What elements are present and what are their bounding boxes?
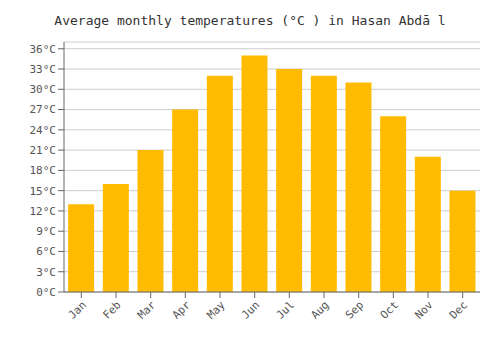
svg-text:Jan: Jan: [66, 298, 89, 321]
svg-text:Feb: Feb: [100, 298, 123, 321]
svg-text:Jul: Jul: [274, 298, 297, 321]
svg-text:33°C: 33°C: [30, 63, 57, 76]
svg-text:Nov: Nov: [412, 298, 436, 322]
svg-text:3°C: 3°C: [36, 266, 56, 279]
html-text:Average monthly temperatures (: Average monthly temperatures (°C ) in Ha…: [54, 13, 446, 28]
svg-text:24°C: 24°C: [30, 124, 57, 137]
svg-text:15°C: 15°C: [30, 185, 57, 198]
svg-text:27°C: 27°C: [30, 103, 57, 116]
svg-text:21°C: 21°C: [30, 144, 57, 157]
svg-text:Mar: Mar: [135, 298, 159, 322]
svg-text:12°C: 12°C: [30, 205, 57, 218]
svg-text:Sep: Sep: [343, 298, 366, 321]
svg-text:9°C: 9°C: [36, 225, 56, 238]
svg-text:May: May: [204, 298, 228, 322]
svg-text:Dec: Dec: [447, 298, 470, 321]
svg-text:Jun: Jun: [239, 298, 262, 321]
svg-text:6°C: 6°C: [36, 245, 56, 258]
svg-text:30°C: 30°C: [30, 83, 57, 96]
svg-text:Apr: Apr: [170, 298, 194, 322]
svg-text:Aug: Aug: [308, 298, 331, 321]
svg-text:0°C: 0°C: [36, 286, 56, 299]
svg-text:36°C: 36°C: [30, 43, 57, 56]
svg-text:Oct: Oct: [378, 298, 401, 321]
svg-text:18°C: 18°C: [30, 164, 57, 177]
